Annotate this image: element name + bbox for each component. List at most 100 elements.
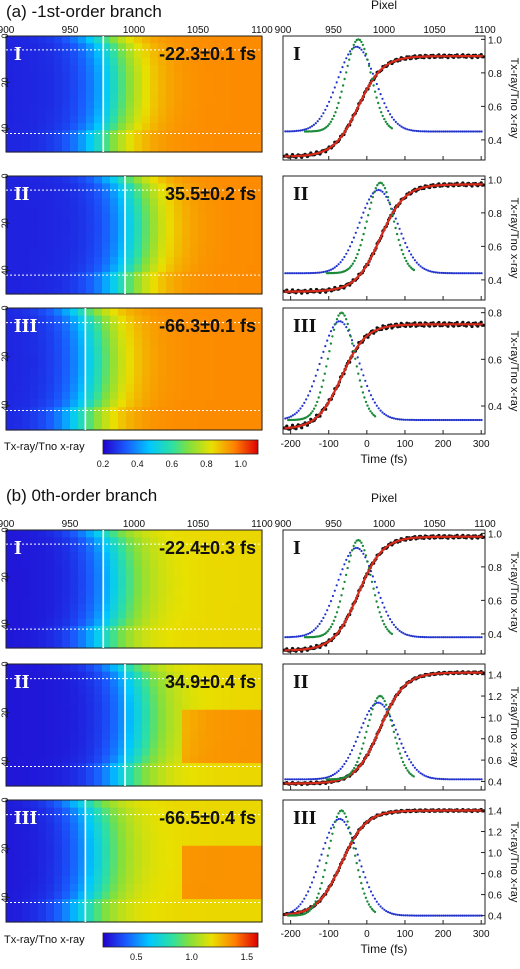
heatmap-cell: [230, 264, 239, 273]
heatmap-cell: [190, 530, 199, 538]
blue-data-point: [320, 356, 323, 359]
gaussian-point: [387, 630, 390, 633]
gaussian-point: [360, 238, 364, 242]
gaussian-point: [375, 96, 378, 99]
heatmap-cell: [38, 853, 47, 862]
heatmap-cell: [118, 709, 127, 718]
heatmap-cell: [94, 115, 103, 124]
heatmap-cell: [94, 391, 103, 401]
gaussian-point: [345, 71, 348, 74]
heatmap-cell: [86, 861, 95, 870]
heatmap-cell: [46, 198, 55, 207]
heatmap-cell: [62, 330, 71, 340]
heatmap-cell: [22, 384, 31, 393]
blue-data-point: [423, 774, 426, 777]
heatmap-cell: [246, 212, 255, 221]
heatmap-cell: [70, 144, 79, 153]
heatmap-cell: [158, 108, 167, 117]
blue-data-point: [375, 701, 378, 705]
heatmap-cell: [150, 633, 159, 642]
heatmap-cell: [230, 315, 239, 324]
heatmap-cell: [254, 79, 263, 88]
heatmap-cell: [158, 589, 167, 597]
heatmap-cell: [30, 279, 39, 288]
heatmap-cell: [166, 72, 175, 81]
heatmap-cell: [198, 183, 207, 192]
heatmap-cell: [70, 101, 79, 110]
blue-data-point: [444, 271, 447, 275]
heatmap-cell: [46, 581, 55, 590]
blue-data-point: [324, 270, 327, 273]
heatmap-cell: [158, 183, 167, 192]
heatmap-cell: [238, 883, 247, 893]
gaussian-point: [367, 64, 371, 68]
heatmap-cell: [38, 330, 47, 340]
heatmap-cell: [54, 36, 63, 44]
heatmap-cell: [46, 845, 55, 854]
heatmap-cell: [182, 361, 191, 370]
heatmap-cell: [246, 755, 255, 764]
heatmap-cell: [54, 906, 63, 915]
heatmap-cell: [38, 822, 47, 832]
blue-data-point: [413, 766, 416, 769]
heatmap-cell: [222, 589, 231, 597]
heatmap-cell: [214, 537, 223, 546]
heatmap-cell: [222, 694, 231, 703]
heatmap-cell: [174, 346, 183, 355]
heatmap-cell: [94, 853, 103, 862]
heatmap-cell: [110, 183, 119, 192]
heatmap-cell: [206, 618, 215, 627]
heatmap-cell: [62, 279, 71, 288]
heatmap-cell: [86, 853, 95, 862]
heatmap-cell: [150, 130, 159, 139]
heatmap-cell: [62, 391, 71, 401]
heatmap-cell: [94, 876, 103, 885]
heatmap-cell: [134, 566, 143, 575]
heatmap-cell: [246, 868, 255, 877]
heatmap-cell: [158, 227, 167, 236]
heatmap-cell: [46, 384, 55, 393]
heatmap-cell: [54, 384, 63, 393]
heatmap-cell: [134, 596, 143, 605]
blue-data-point: [314, 271, 317, 274]
blue-data-point: [295, 411, 298, 414]
heatmap-cell: [230, 618, 239, 627]
heatmap-cell: [166, 906, 175, 915]
heatmap-cell: [70, 747, 79, 757]
heatmap-cell: [38, 257, 47, 266]
heatmap-cell: [22, 566, 31, 575]
heatmap-cell: [222, 36, 231, 44]
heatmap-cell: [254, 778, 263, 787]
heatmap-cell: [70, 198, 79, 207]
heatmap-cell: [222, 914, 231, 923]
heatmap-cell: [190, 212, 199, 221]
heatmap-cell: [246, 611, 255, 620]
heatmap-cell: [94, 212, 103, 221]
heatmap-cell: [62, 633, 71, 642]
heatmap-cell: [70, 686, 79, 696]
heatmap-cell: [110, 271, 119, 280]
heatmap-cell: [6, 205, 15, 214]
heatmap-cell: [174, 94, 183, 102]
heatmap-cell: [198, 144, 207, 153]
heatmap-cell: [150, 914, 159, 923]
heatmap-cell: [22, 286, 31, 295]
heatmap-cell: [174, 361, 183, 370]
heatmap-cell: [118, 702, 127, 711]
heatmap-cell: [86, 391, 95, 401]
gaussian-point: [357, 756, 360, 760]
heatmap-cell: [62, 899, 71, 908]
heatmap-cell: [150, 94, 159, 102]
blue-data-point: [419, 130, 422, 133]
heatmap-cell: [198, 530, 207, 538]
heatmap-cell: [54, 566, 63, 575]
heatmap-cell: [190, 330, 199, 340]
heatmap-cell: [46, 72, 55, 81]
heatmap-cell: [22, 183, 31, 192]
heatmap-cell: [78, 717, 87, 726]
heatmap-cell: [86, 271, 95, 280]
heatmap-cell: [6, 899, 15, 908]
heatmap-cell: [126, 101, 135, 110]
heatmap-cell: [6, 391, 15, 401]
heatmap-cell: [70, 115, 79, 124]
